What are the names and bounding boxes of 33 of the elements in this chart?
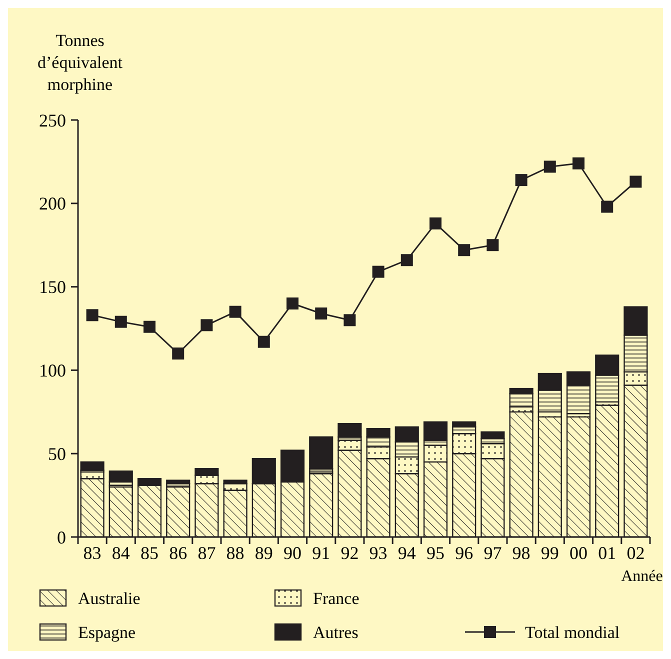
legend-label: Australie (78, 589, 140, 608)
y-tick-label: 200 (39, 194, 66, 214)
x-tick-label: 97 (484, 543, 502, 563)
x-tick-label: 91 (312, 543, 330, 563)
x-tick-label: 86 (169, 543, 188, 563)
x-tick-label: 93 (369, 543, 388, 563)
x-tick-label: 88 (226, 543, 244, 563)
legend-label: Total mondial (525, 623, 620, 642)
x-tick-label: 99 (540, 543, 559, 563)
x-tick-label: 02 (626, 543, 645, 563)
y-tick-label: 0 (57, 527, 66, 548)
x-tick-label: 00 (570, 543, 588, 563)
y-tick-label: 250 (39, 110, 66, 130)
x-tick-label: 84 (112, 543, 130, 563)
x-tick-label: 85 (140, 543, 158, 563)
x-axis-title: Année (621, 568, 663, 585)
x-tick-label: 92 (340, 543, 359, 563)
legend-label: Autres (313, 623, 358, 642)
x-tick-label: 83 (83, 543, 102, 563)
x-tick-label: 89 (254, 543, 273, 563)
y-tick-label: 150 (39, 277, 66, 298)
y-axis-title: Tonnes d’équivalent morphine (38, 31, 123, 94)
x-tick-label: 96 (455, 543, 474, 563)
x-tick-label: 94 (398, 543, 416, 563)
legend-label: Espagne (78, 623, 136, 642)
x-tick-label: 98 (512, 543, 530, 563)
y-tick-label: 100 (39, 360, 66, 380)
x-tick-label: 87 (198, 543, 216, 563)
x-tick-label: 95 (426, 543, 444, 563)
x-tick-label: 90 (284, 543, 302, 563)
legend-label: France (313, 589, 360, 608)
y-tick-label: 50 (48, 444, 66, 464)
x-tick-label: 01 (598, 543, 616, 563)
